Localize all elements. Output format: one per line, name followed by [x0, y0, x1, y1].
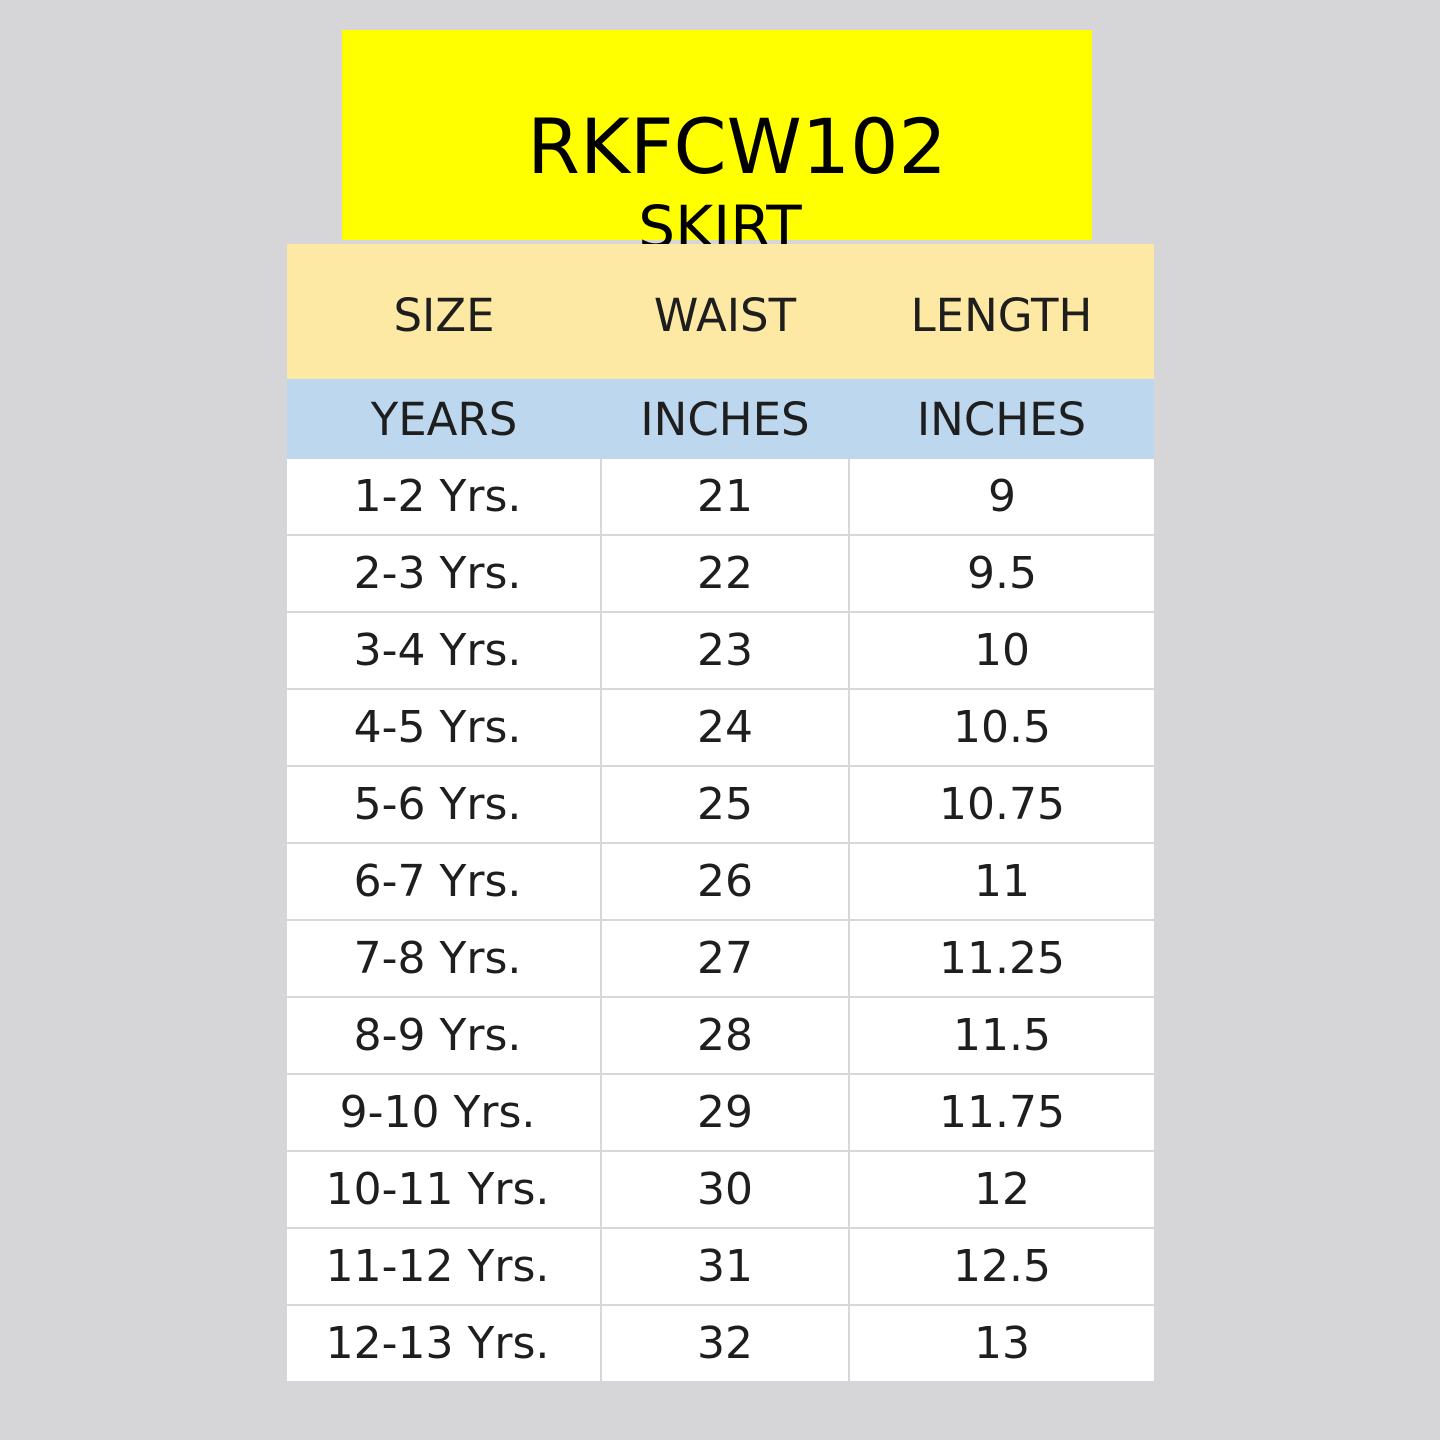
table-row: 1-2 Yrs. 21 9	[287, 459, 1154, 536]
waist-cell: 22	[600, 534, 850, 613]
unit-row: YEARS INCHES INCHES	[287, 379, 1154, 459]
table-row: 11-12 Yrs. 31 12.5	[287, 1227, 1154, 1306]
length-cell: 10.5	[848, 688, 1154, 767]
length-cell: 12.5	[848, 1227, 1154, 1306]
waist-cell: 25	[600, 765, 850, 844]
product-code: RKFCW102	[527, 102, 947, 191]
length-cell: 11.5	[848, 996, 1154, 1075]
table-row: 4-5 Yrs. 24 10.5	[287, 688, 1154, 767]
unit-waist: INCHES	[601, 379, 849, 459]
waist-cell: 29	[600, 1073, 850, 1152]
length-cell: 11.25	[848, 919, 1154, 998]
table-row: 10-11 Yrs. 30 12	[287, 1150, 1154, 1229]
column-header-size: SIZE	[287, 244, 601, 379]
size-cell: 3-4 Yrs.	[287, 611, 602, 690]
size-cell: 5-6 Yrs.	[287, 765, 602, 844]
column-header-row: SIZE WAIST LENGTH	[287, 244, 1154, 379]
size-cell: 10-11 Yrs.	[287, 1150, 602, 1229]
table-row: 8-9 Yrs. 28 11.5	[287, 996, 1154, 1075]
table-row: 3-4 Yrs. 23 10	[287, 611, 1154, 690]
length-cell: 13	[848, 1304, 1154, 1381]
size-cell: 11-12 Yrs.	[287, 1227, 602, 1306]
size-cell: 4-5 Yrs.	[287, 688, 602, 767]
waist-cell: 24	[600, 688, 850, 767]
waist-cell: 28	[600, 996, 850, 1075]
size-cell: 2-3 Yrs.	[287, 534, 602, 613]
waist-cell: 31	[600, 1227, 850, 1306]
unit-size: YEARS	[287, 379, 601, 459]
column-header-length: LENGTH	[849, 244, 1154, 379]
length-cell: 9	[848, 459, 1154, 536]
waist-cell: 23	[600, 611, 850, 690]
table-row: 5-6 Yrs. 25 10.75	[287, 765, 1154, 844]
length-cell: 12	[848, 1150, 1154, 1229]
product-title-banner: RKFCW102 SKIRT	[342, 30, 1092, 261]
size-cell: 12-13 Yrs.	[287, 1304, 602, 1381]
waist-cell: 30	[600, 1150, 850, 1229]
length-cell: 10	[848, 611, 1154, 690]
table-row: 6-7 Yrs. 26 11	[287, 842, 1154, 921]
waist-cell: 27	[600, 919, 850, 998]
length-cell: 9.5	[848, 534, 1154, 613]
unit-length: INCHES	[849, 379, 1154, 459]
table-row: 9-10 Yrs. 29 11.75	[287, 1073, 1154, 1152]
table-row: 2-3 Yrs. 22 9.5	[287, 534, 1154, 613]
waist-cell: 26	[600, 842, 850, 921]
size-chart-table: SIZE WAIST LENGTH YEARS INCHES INCHES 1-…	[287, 244, 1154, 1381]
waist-cell: 32	[600, 1304, 850, 1381]
table-row: 12-13 Yrs. 32 13	[287, 1304, 1154, 1381]
length-cell: 11	[848, 842, 1154, 921]
column-header-waist: WAIST	[601, 244, 849, 379]
waist-cell: 21	[600, 459, 850, 536]
size-cell: 6-7 Yrs.	[287, 842, 602, 921]
length-cell: 10.75	[848, 765, 1154, 844]
size-cell: 7-8 Yrs.	[287, 919, 602, 998]
length-cell: 11.75	[848, 1073, 1154, 1152]
size-cell: 9-10 Yrs.	[287, 1073, 602, 1152]
size-cell: 8-9 Yrs.	[287, 996, 602, 1075]
table-row: 7-8 Yrs. 27 11.25	[287, 919, 1154, 998]
size-cell: 1-2 Yrs.	[287, 459, 602, 536]
